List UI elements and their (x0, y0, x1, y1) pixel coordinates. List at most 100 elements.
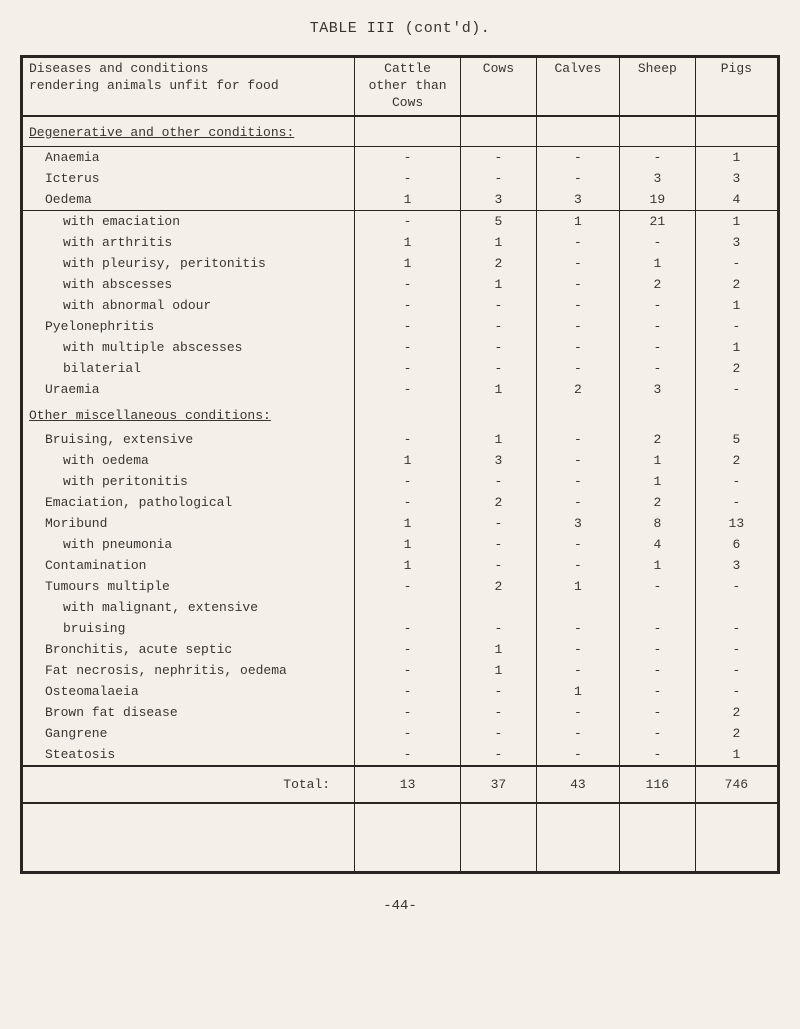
page-number: -44- (20, 898, 780, 914)
cell-sheep: 3 (620, 379, 696, 400)
row-label: with pleurisy, peritonitis (22, 253, 355, 274)
cell-calves: - (536, 618, 619, 639)
cell-calves: - (536, 168, 619, 189)
total-cattle: 13 (355, 766, 461, 803)
total-sheep: 116 (620, 766, 696, 803)
cell-sheep: - (620, 358, 696, 379)
cell-cows: 2 (461, 576, 537, 597)
cell-calves: - (536, 450, 619, 471)
cell-calves: - (536, 274, 619, 295)
cell-sheep: - (620, 660, 696, 681)
cell-calves: - (536, 555, 619, 576)
cell-cattle: - (355, 146, 461, 168)
cell-cattle: - (355, 576, 461, 597)
cell-cows: - (461, 513, 537, 534)
cell-sheep: 4 (620, 534, 696, 555)
cell-calves: - (536, 316, 619, 337)
cell-cattle: - (355, 295, 461, 316)
row-label: Anaemia (22, 146, 355, 168)
cell-cattle: 1 (355, 450, 461, 471)
cell-cattle: 1 (355, 232, 461, 253)
cell-calves: - (536, 534, 619, 555)
cell-cattle: - (355, 471, 461, 492)
cell-cows: 1 (461, 639, 537, 660)
cell-pigs: 6 (695, 534, 778, 555)
cell-cows: - (461, 168, 537, 189)
row-label: bruising (22, 618, 355, 639)
cell-cows: - (461, 316, 537, 337)
cell-cattle (355, 597, 461, 618)
row-label: with peritonitis (22, 471, 355, 492)
cell-pigs: 2 (695, 274, 778, 295)
cell-cows: - (461, 358, 537, 379)
row-label: Pyelonephritis (22, 316, 355, 337)
cell-calves: 1 (536, 576, 619, 597)
row-label: with abscesses (22, 274, 355, 295)
cell-calves: - (536, 471, 619, 492)
cell-pigs: - (695, 660, 778, 681)
row-label: with abnormal odour (22, 295, 355, 316)
cell-cattle: - (355, 723, 461, 744)
cell-sheep: - (620, 295, 696, 316)
row-label: with malignant, extensive (22, 597, 355, 618)
row-label: bilaterial (22, 358, 355, 379)
row-label: Osteomalaeia (22, 681, 355, 702)
cell-cattle: - (355, 168, 461, 189)
cell-pigs: 2 (695, 450, 778, 471)
header-calves: Calves (536, 57, 619, 116)
cell-pigs: 1 (695, 744, 778, 766)
cell-pigs: - (695, 379, 778, 400)
cell-sheep: 8 (620, 513, 696, 534)
total-label: Total: (22, 766, 355, 803)
cell-sheep: - (620, 337, 696, 358)
cell-calves: - (536, 639, 619, 660)
header-cattle: Cattleother thanCows (355, 57, 461, 116)
row-label: with pneumonia (22, 534, 355, 555)
header-cows: Cows (461, 57, 537, 116)
cell-cattle: - (355, 358, 461, 379)
row-label: Icterus (22, 168, 355, 189)
cell-calves (536, 597, 619, 618)
cell-pigs: 3 (695, 232, 778, 253)
cell-pigs: - (695, 253, 778, 274)
cell-sheep: - (620, 316, 696, 337)
cell-sheep: 1 (620, 471, 696, 492)
cell-sheep (620, 597, 696, 618)
cell-pigs: 2 (695, 723, 778, 744)
cell-pigs: - (695, 576, 778, 597)
cell-calves: - (536, 702, 619, 723)
total-pigs: 746 (695, 766, 778, 803)
cell-cattle: 1 (355, 534, 461, 555)
cell-sheep: - (620, 639, 696, 660)
cell-pigs: - (695, 618, 778, 639)
cell-calves: - (536, 723, 619, 744)
cell-cattle: - (355, 660, 461, 681)
cell-calves: 2 (536, 379, 619, 400)
total-calves: 43 (536, 766, 619, 803)
cell-calves: 1 (536, 681, 619, 702)
cell-sheep: - (620, 702, 696, 723)
row-label: with arthritis (22, 232, 355, 253)
cell-cattle: - (355, 379, 461, 400)
cell-calves: - (536, 492, 619, 513)
cell-cows: 1 (461, 379, 537, 400)
header-sheep: Sheep (620, 57, 696, 116)
cell-pigs: 4 (695, 189, 778, 211)
cell-pigs: 3 (695, 168, 778, 189)
cell-pigs: - (695, 639, 778, 660)
cell-cows: 5 (461, 210, 537, 232)
row-label: Fat necrosis, nephritis, oedema (22, 660, 355, 681)
row-label: Gangrene (22, 723, 355, 744)
cell-pigs: 1 (695, 210, 778, 232)
cell-pigs: 1 (695, 295, 778, 316)
cell-calves: - (536, 253, 619, 274)
row-label: Bruising, extensive (22, 429, 355, 450)
cell-sheep: 1 (620, 253, 696, 274)
cell-cows: 1 (461, 660, 537, 681)
cell-cows: 2 (461, 492, 537, 513)
header-desc: Diseases and conditionsrendering animals… (22, 57, 355, 116)
cell-cows: - (461, 471, 537, 492)
cell-sheep: 2 (620, 429, 696, 450)
cell-pigs: 1 (695, 337, 778, 358)
cell-cattle: - (355, 702, 461, 723)
